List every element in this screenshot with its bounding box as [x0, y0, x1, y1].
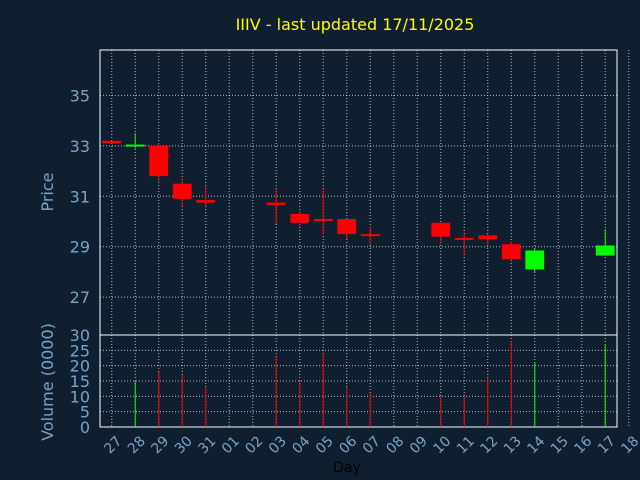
price-tick-label: 27 — [70, 288, 90, 307]
x-tick-label: 18 — [618, 433, 640, 457]
candle-body — [360, 234, 380, 237]
x-tick-label: 16 — [571, 433, 595, 457]
chart-title: IIIV - last updated 17/11/2025 — [236, 15, 475, 34]
candle-body — [454, 237, 474, 240]
x-tick-label: 29 — [148, 433, 172, 457]
price-tick-label: 31 — [70, 187, 90, 206]
candle-body — [337, 218, 357, 235]
price-tick-label: 35 — [70, 86, 90, 105]
x-tick-label: 04 — [289, 433, 313, 457]
x-tick-label: 28 — [125, 433, 149, 457]
x-tick-label: 07 — [360, 433, 384, 457]
volume-tick-label: 25 — [70, 341, 90, 360]
candle-body — [149, 145, 169, 177]
volume-tick-label: 20 — [70, 357, 90, 376]
candle-body — [501, 244, 521, 260]
x-tick-label: 31 — [195, 433, 219, 457]
x-tick-label: 14 — [524, 433, 548, 457]
volume-tick-label: 15 — [70, 372, 90, 391]
price-tick-label: 29 — [70, 238, 90, 257]
x-tick-label: 12 — [477, 433, 501, 457]
x-tick-label: 30 — [172, 433, 196, 457]
x-tick-label: 27 — [101, 433, 125, 457]
x-tick-label: 08 — [383, 433, 407, 457]
x-tick-label: 17 — [595, 433, 619, 457]
x-axis-label: Day — [333, 460, 361, 476]
x-tick-label: 09 — [407, 433, 431, 457]
candle-body — [102, 140, 122, 144]
x-tick-label: 11 — [454, 433, 478, 457]
x-tick-label: 05 — [313, 433, 337, 457]
x-tick-label: 01 — [219, 433, 243, 457]
volume-tick-label: 5 — [80, 403, 90, 422]
candle-body — [196, 200, 216, 203]
candle-body — [478, 235, 498, 240]
price-axis-label: Price — [38, 172, 57, 211]
volume-tick-label: 0 — [80, 418, 90, 437]
candle-body — [431, 222, 451, 237]
candle-body — [595, 245, 615, 256]
x-tick-label: 03 — [266, 433, 290, 457]
price-panel: 27 29 31 33 35 — [70, 49, 630, 336]
volume-axis-label: Volume (0000) — [38, 323, 57, 441]
price-tick-label: 33 — [70, 137, 90, 156]
x-tick-label: 06 — [336, 433, 360, 457]
x-tick-label: 02 — [242, 433, 266, 457]
candle-body — [525, 250, 545, 270]
candle-body — [266, 202, 286, 206]
candle-body — [172, 183, 192, 199]
x-tick-label: 13 — [501, 433, 525, 457]
volume-tick-label: 10 — [70, 387, 90, 406]
candle-body — [313, 218, 333, 221]
volume-tick-label: 30 — [70, 326, 90, 345]
x-tick-label: 10 — [430, 433, 454, 457]
candle-body — [290, 213, 310, 223]
candle-body — [125, 144, 145, 147]
x-tick-label: 15 — [548, 433, 572, 457]
